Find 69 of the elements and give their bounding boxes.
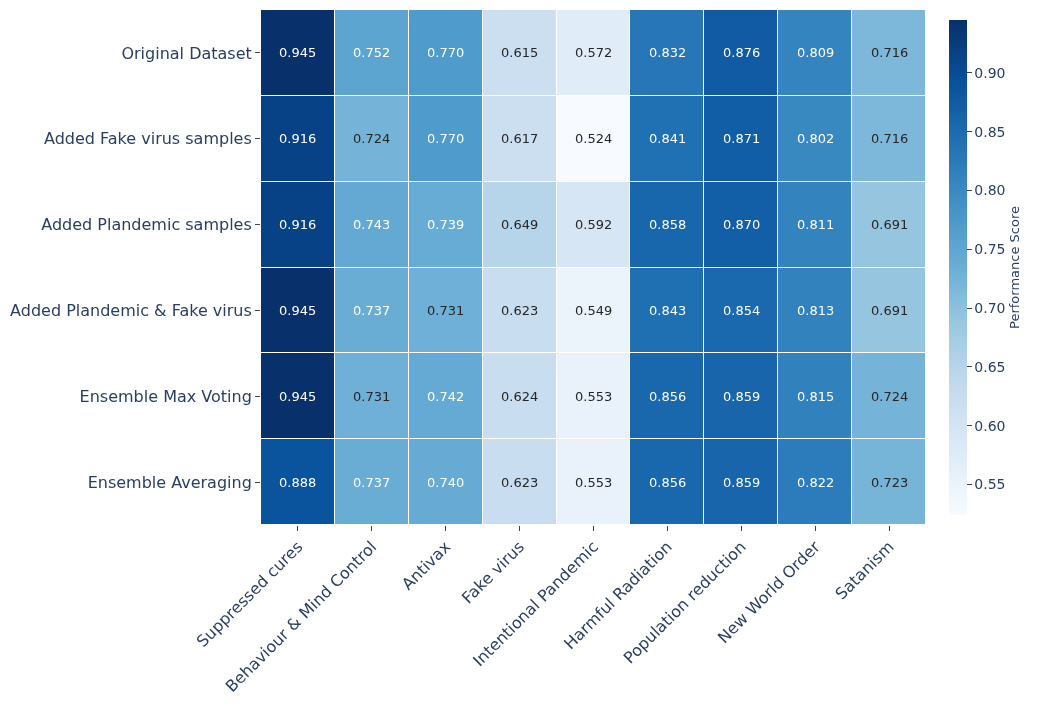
data-label: 0.811 xyxy=(797,217,835,232)
data-label: 0.740 xyxy=(427,475,465,490)
data-label: 0.731 xyxy=(427,303,465,318)
data-label: 0.723 xyxy=(871,475,909,490)
data-label: 0.549 xyxy=(575,303,613,318)
color-bar-label: 0.90 xyxy=(974,64,1006,81)
data-label: 0.737 xyxy=(353,303,391,318)
data-label: 0.743 xyxy=(353,217,391,232)
data-label: 0.871 xyxy=(723,131,761,146)
data-label: 0.724 xyxy=(353,131,391,146)
data-label: 0.624 xyxy=(501,389,539,404)
y-tick-label: Original Dataset xyxy=(121,43,252,63)
data-label: 0.832 xyxy=(649,45,687,60)
data-label: 0.691 xyxy=(871,217,909,232)
data-label: 0.623 xyxy=(501,303,539,318)
color-bar-label: 0.55 xyxy=(974,476,1006,493)
data-label: 0.716 xyxy=(871,45,909,60)
data-label: 0.945 xyxy=(279,303,317,318)
data-label: 0.841 xyxy=(649,131,687,146)
y-tick-label: Added Plandemic & Fake virus xyxy=(10,301,252,321)
color-bar-label: 0.80 xyxy=(974,182,1006,199)
color-bar-label: 0.60 xyxy=(974,417,1006,434)
data-label: 0.524 xyxy=(575,131,613,146)
data-label: 0.649 xyxy=(501,217,539,232)
data-label: 0.888 xyxy=(279,475,317,490)
color-bar-label: 0.65 xyxy=(974,358,1006,375)
color-bar-label: 0.70 xyxy=(974,299,1006,316)
color-bar-label: 0.75 xyxy=(974,241,1006,258)
data-label: 0.623 xyxy=(501,475,539,490)
data-label: 0.752 xyxy=(353,45,391,60)
data-label: 0.553 xyxy=(575,389,613,404)
data-label: 0.859 xyxy=(723,389,761,404)
data-label: 0.553 xyxy=(575,475,613,490)
color-bar-label: 0.85 xyxy=(974,123,1006,140)
data-label: 0.876 xyxy=(723,45,761,60)
data-label: 0.856 xyxy=(649,475,687,490)
data-label: 0.815 xyxy=(797,389,835,404)
data-label: 0.742 xyxy=(427,389,465,404)
data-label: 0.916 xyxy=(279,131,317,146)
data-label: 0.716 xyxy=(871,131,909,146)
data-label: 0.615 xyxy=(501,45,539,60)
data-label: 0.859 xyxy=(723,475,761,490)
data-label: 0.843 xyxy=(649,303,687,318)
data-label: 0.858 xyxy=(649,217,687,232)
color-bar-title: Performance Score xyxy=(1007,206,1023,329)
data-label: 0.770 xyxy=(427,45,465,60)
data-label: 0.802 xyxy=(797,131,835,146)
y-tick-label: Ensemble Averaging xyxy=(87,472,252,492)
data-label: 0.737 xyxy=(353,475,391,490)
data-label: 0.731 xyxy=(353,389,391,404)
data-label: 0.856 xyxy=(649,389,687,404)
data-label: 0.739 xyxy=(427,217,465,232)
data-label: 0.592 xyxy=(575,217,613,232)
data-label: 0.770 xyxy=(427,131,465,146)
data-label: 0.945 xyxy=(279,389,317,404)
data-label: 0.813 xyxy=(797,303,835,318)
y-tick-label: Added Fake virus samples xyxy=(44,129,252,149)
data-label: 0.572 xyxy=(575,45,613,60)
data-label: 0.617 xyxy=(501,131,539,146)
data-label: 0.916 xyxy=(279,217,317,232)
data-label: 0.809 xyxy=(797,45,835,60)
data-label: 0.854 xyxy=(723,303,761,318)
data-label: 0.870 xyxy=(723,217,761,232)
data-label: 0.945 xyxy=(279,45,317,60)
data-label: 0.822 xyxy=(797,475,835,490)
y-tick-label: Ensemble Max Voting xyxy=(79,386,252,406)
data-label: 0.691 xyxy=(871,303,909,318)
y-tick-label: Added Plandemic samples xyxy=(41,215,252,235)
data-label: 0.724 xyxy=(871,389,909,404)
